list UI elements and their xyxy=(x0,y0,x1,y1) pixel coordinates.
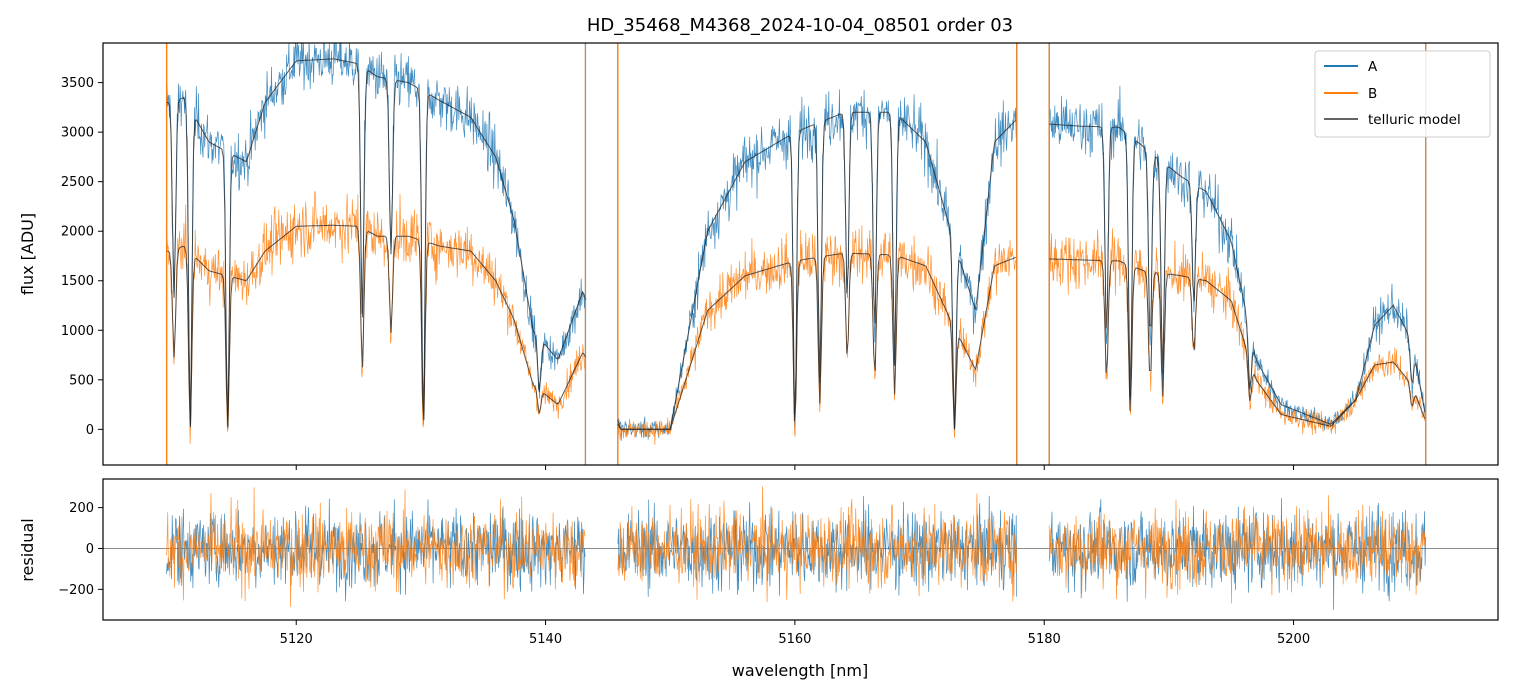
flux-y-tick-label: 3000 xyxy=(61,126,94,141)
residual-plot-area xyxy=(103,486,1498,610)
residual-panel-frame xyxy=(102,478,1499,621)
residual-x-tick-label: 5140 xyxy=(529,632,562,647)
residual-x-tick-label: 5120 xyxy=(280,632,313,647)
flux-panel-frame xyxy=(102,42,1499,466)
residual-x-tick-label: 5180 xyxy=(1028,632,1061,647)
residual-y-axis-label: residual xyxy=(18,518,37,581)
residual-y-tick-label: 0 xyxy=(86,542,94,557)
telluric-model-a xyxy=(166,58,1426,430)
telluric-model-b xyxy=(166,224,1426,430)
residual-x-ticks: 5120 5140 5160 5180 5200 xyxy=(280,620,1310,647)
flux-y-axis-label: flux [ADU] xyxy=(18,213,37,295)
flux-y-tick-label: 2500 xyxy=(61,175,94,190)
residual-y-tick-label: −200 xyxy=(58,583,94,598)
residual-y-tick-label: 200 xyxy=(69,501,94,516)
flux-y-tick-label: 3500 xyxy=(61,76,94,91)
legend: A B telluric model xyxy=(1314,50,1491,138)
chart-title: HD_35468_M4368_2024-10-04_08501 order 03 xyxy=(587,15,1013,36)
legend-label-a: A xyxy=(1368,59,1378,75)
legend-label-b: B xyxy=(1368,86,1377,102)
flux-y-tick-label: 500 xyxy=(69,373,94,388)
residual-panel: −200 0 200 5120 5140 5160 5180 5200 residual w… xyxy=(18,478,1499,680)
residual-y-ticks: −200 0 200 xyxy=(58,501,103,598)
flux-y-tick-label: 1500 xyxy=(61,274,94,289)
flux-y-tick-label: 2000 xyxy=(61,225,94,240)
legend-box xyxy=(1314,50,1491,138)
flux-y-tick-label: 0 xyxy=(86,423,94,438)
residual-x-tick-label: 5200 xyxy=(1277,632,1310,647)
flux-y-ticks: 0 500 1000 1500 2000 2500 3000 3500 xyxy=(61,76,103,438)
legend-label-model: telluric model xyxy=(1368,112,1461,128)
x-axis-label: wavelength [nm] xyxy=(732,661,869,680)
flux-plot-area xyxy=(165,43,1427,465)
series-b-residual xyxy=(166,486,1426,608)
flux-x-ticks xyxy=(295,465,1295,470)
flux-y-tick-label: 1000 xyxy=(61,324,94,339)
residual-x-tick-label: 5160 xyxy=(778,632,811,647)
